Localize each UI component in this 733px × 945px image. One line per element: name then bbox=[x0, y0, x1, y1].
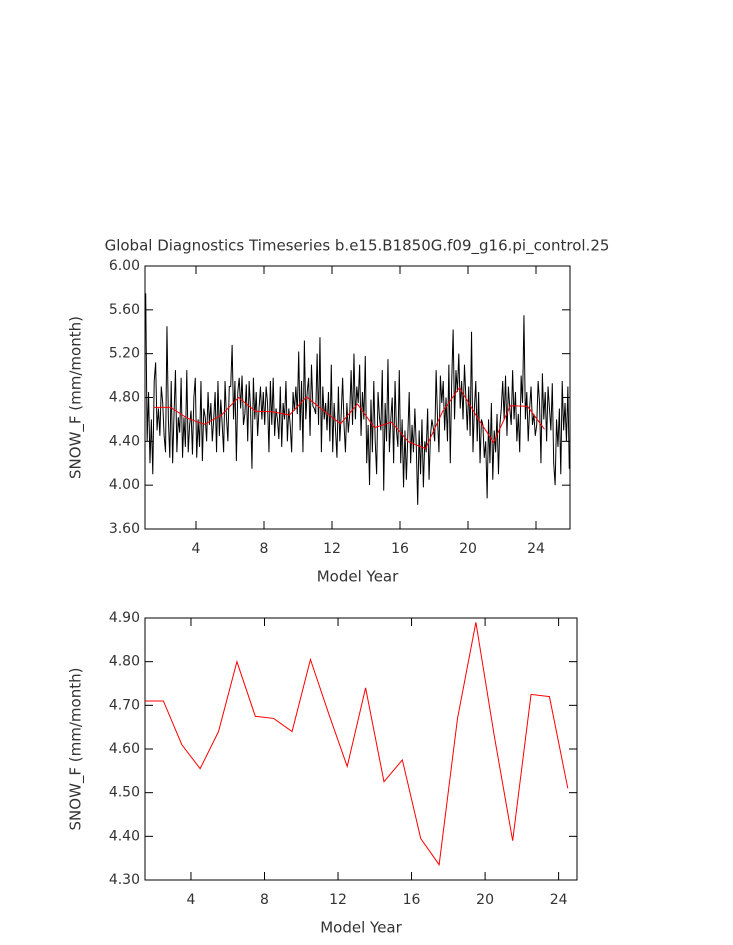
y-tick-label: 4.30 bbox=[109, 872, 140, 888]
y-tick-label: 3.60 bbox=[109, 521, 140, 537]
y-tick-label: 4.60 bbox=[109, 741, 140, 757]
y-axis-label: SNOW_F (mm/month) bbox=[67, 316, 86, 479]
chart-title: Global Diagnostics Timeseries b.e15.B185… bbox=[105, 237, 610, 256]
y-tick-label: 4.80 bbox=[109, 390, 140, 406]
y-tick-label: 5.20 bbox=[109, 346, 140, 362]
x-axis-label: Model Year bbox=[317, 568, 399, 586]
y-tick-label: 5.60 bbox=[109, 302, 140, 318]
x-tick-label: 4 bbox=[186, 892, 195, 908]
x-tick-label: 16 bbox=[391, 541, 409, 557]
y-tick-label: 4.80 bbox=[109, 654, 140, 670]
x-tick-label: 12 bbox=[323, 541, 341, 557]
x-axis-label: Model Year bbox=[320, 919, 402, 937]
x-tick-label: 24 bbox=[527, 541, 545, 557]
x-tick-label: 20 bbox=[476, 892, 494, 908]
y-axis-label: SNOW_F (mm/month) bbox=[67, 668, 86, 831]
x-tick-label: 8 bbox=[260, 892, 269, 908]
y-tick-label: 4.70 bbox=[109, 697, 140, 713]
x-tick-label: 8 bbox=[260, 541, 269, 557]
y-tick-label: 4.00 bbox=[109, 477, 140, 493]
data-line bbox=[145, 622, 569, 867]
x-tick-label: 20 bbox=[459, 541, 477, 557]
x-tick-label: 12 bbox=[329, 892, 347, 908]
x-tick-label: 24 bbox=[550, 892, 568, 908]
data-line bbox=[153, 386, 545, 450]
x-tick-label: 16 bbox=[403, 892, 421, 908]
y-tick-label: 4.40 bbox=[109, 433, 140, 449]
y-tick-label: 6.00 bbox=[109, 258, 140, 274]
y-tick-label: 4.50 bbox=[109, 785, 140, 801]
y-tick-label: 4.90 bbox=[109, 610, 140, 626]
data-line bbox=[145, 293, 570, 505]
x-tick-label: 4 bbox=[192, 541, 201, 557]
y-tick-label: 4.40 bbox=[109, 828, 140, 844]
